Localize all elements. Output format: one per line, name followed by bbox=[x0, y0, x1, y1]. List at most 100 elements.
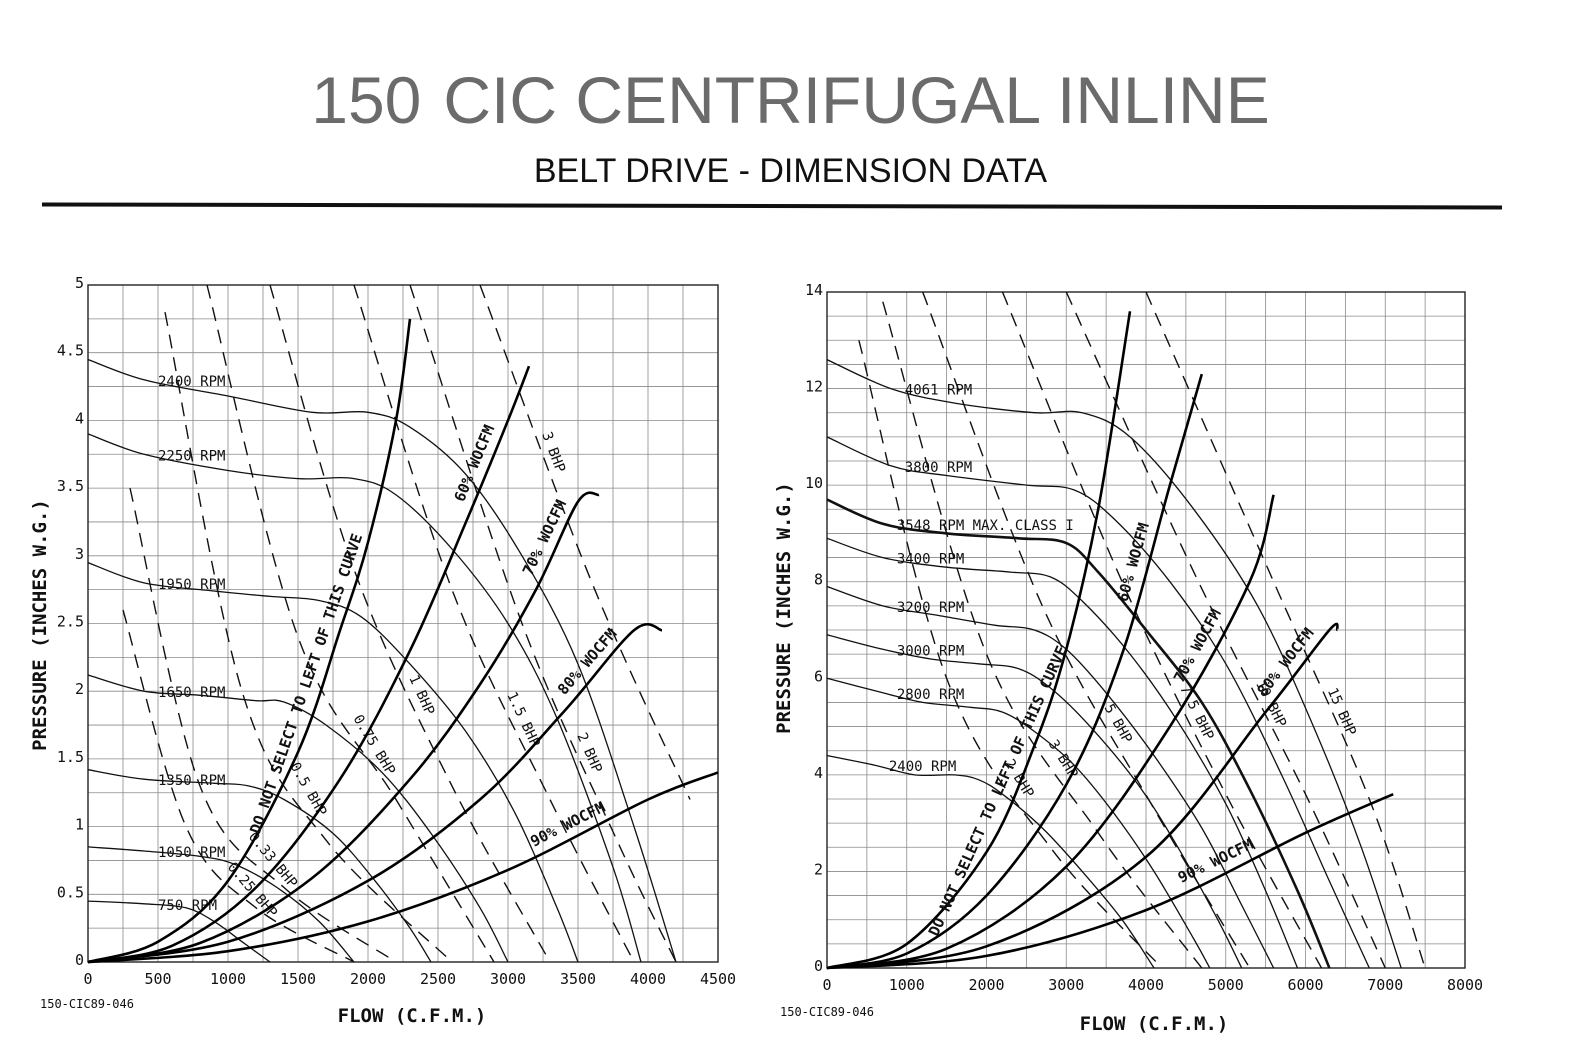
x-tick-label: 8000 bbox=[1447, 976, 1483, 994]
rpm-curve bbox=[87, 900, 271, 963]
x-tick-label: 0 bbox=[822, 976, 831, 994]
x-tick-label: 3000 bbox=[490, 970, 526, 988]
rpm-label: 2400 RPM bbox=[158, 374, 225, 390]
x-tick-label: 2500 bbox=[420, 970, 456, 988]
bhp-line bbox=[269, 284, 551, 963]
bhp-line bbox=[858, 340, 1163, 969]
x-tick-label: 4500 bbox=[700, 970, 736, 988]
system-curve bbox=[826, 373, 1204, 970]
y-tick-label: 3 bbox=[75, 545, 84, 563]
rpm-label: 1050 RPM bbox=[158, 845, 225, 861]
y-axis-label: PRESSURE (INCHES W.G.) bbox=[773, 482, 795, 734]
rpm-label: 2800 RPM bbox=[897, 687, 964, 703]
title-text: CIC CENTRIFUGAL INLINE bbox=[443, 63, 1270, 137]
y-tick-label: 12 bbox=[805, 378, 823, 396]
y-tick-label: 0 bbox=[75, 951, 84, 969]
bhp-line bbox=[353, 284, 635, 963]
x-tick-label: 1500 bbox=[280, 970, 316, 988]
x-tick-label: 2000 bbox=[968, 976, 1004, 994]
rpm-curve bbox=[826, 537, 1299, 969]
bhp-line bbox=[164, 311, 453, 963]
system-curve-label: 70% WOCFM bbox=[519, 497, 570, 578]
page-title: 150 CIC CENTRIFUGAL INLINE bbox=[0, 62, 1581, 138]
bhp-line bbox=[1145, 291, 1426, 969]
system-curve bbox=[826, 311, 1132, 970]
bhp-label: 15 BHP bbox=[1324, 686, 1359, 739]
system-curve bbox=[87, 318, 412, 964]
grid bbox=[87, 284, 719, 963]
rpm-curve bbox=[826, 436, 1370, 969]
y-tick-label: 4.5 bbox=[57, 342, 84, 360]
system-curve bbox=[87, 491, 600, 964]
rpm-label: 1950 RPM bbox=[158, 577, 225, 593]
rpm-curve bbox=[87, 561, 579, 963]
title-number: 150 bbox=[311, 63, 422, 137]
x-tick-label: 5000 bbox=[1208, 976, 1244, 994]
chart-large-fan: 0 1000 2000 3000 4000 5000 6000 7000 8000 0 2 4 6 8 10… bbox=[773, 281, 1483, 1035]
y-tick-label: 8 bbox=[814, 571, 823, 589]
x-tick-label: 3500 bbox=[560, 970, 596, 988]
rpm-label: 2400 RPM bbox=[889, 759, 956, 775]
rpm-curve bbox=[87, 674, 509, 963]
x-tick-label: 4000 bbox=[630, 970, 666, 988]
y-tick-label: 2 bbox=[75, 680, 84, 698]
bhp-line bbox=[882, 301, 1203, 969]
drawing-code: 150-CIC89-046 bbox=[780, 1005, 874, 1019]
rpm-label: 3400 RPM bbox=[897, 552, 964, 568]
y-tick-label: 5 bbox=[75, 274, 84, 292]
bhp-label: 1 BHP bbox=[405, 673, 437, 718]
x-tick-label: 7000 bbox=[1367, 976, 1403, 994]
plot-frame bbox=[87, 284, 719, 963]
rpm-curve bbox=[826, 677, 1211, 969]
x-tick-label: 4000 bbox=[1128, 976, 1164, 994]
bhp-line bbox=[129, 487, 397, 963]
rpm-label: 3548 RPM MAX. CLASS I bbox=[897, 518, 1074, 534]
bhp-label: 0.5 BHP bbox=[287, 760, 330, 819]
y-tick-label: 1 bbox=[75, 816, 84, 834]
y-tick-label: 6 bbox=[814, 667, 823, 685]
bhp-line bbox=[479, 284, 691, 800]
y-tick-label: 0 bbox=[814, 957, 823, 975]
rpm-label: 1350 RPM bbox=[158, 773, 225, 789]
page-subtitle: BELT DRIVE - DIMENSION DATA bbox=[533, 152, 1048, 190]
rpm-label: 3000 RPM bbox=[897, 643, 964, 659]
rpm-curve bbox=[87, 433, 642, 963]
rpm-label: 4061 RPM bbox=[905, 383, 972, 399]
bhp-line bbox=[409, 284, 677, 963]
x-tick-label: 1000 bbox=[889, 976, 925, 994]
y-tick-label: 3.5 bbox=[57, 477, 84, 495]
y-tick-label: 10 bbox=[805, 474, 823, 492]
system-curve bbox=[826, 793, 1394, 970]
y-tick-label: 14 bbox=[805, 281, 823, 299]
system-curve bbox=[87, 365, 531, 964]
x-tick-label: 3000 bbox=[1048, 976, 1084, 994]
rpm-label: 3200 RPM bbox=[897, 600, 964, 616]
x-tick-label: 2000 bbox=[350, 970, 386, 988]
system-curve bbox=[826, 622, 1339, 970]
y-axis-label: PRESSURE (INCHES W.G.) bbox=[29, 499, 51, 751]
y-tick-label: 2 bbox=[814, 860, 823, 878]
rpm-label: 2250 RPM bbox=[158, 448, 225, 464]
system-curve bbox=[826, 494, 1275, 970]
y-tick-label: 0.5 bbox=[57, 883, 84, 901]
rpm-curve bbox=[826, 754, 1155, 969]
y-tick-label: 4 bbox=[75, 409, 84, 427]
system-curve-label: 90% WOCFM bbox=[527, 798, 608, 851]
rpm-curve bbox=[826, 359, 1402, 969]
rpm-curve bbox=[826, 498, 1331, 969]
y-tick-label: 2.5 bbox=[57, 613, 84, 631]
y-tick-label: 4 bbox=[814, 764, 823, 782]
rpm-label: 3800 RPM bbox=[905, 460, 972, 476]
rpm-label: 1650 RPM bbox=[158, 685, 225, 701]
drawing-code: 150-CIC89-046 bbox=[40, 997, 134, 1011]
x-axis-label: FLOW (C.F.M.) bbox=[338, 1005, 487, 1027]
x-tick-label: 6000 bbox=[1287, 976, 1323, 994]
rpm-curve bbox=[87, 769, 432, 963]
rpm-curve bbox=[87, 846, 355, 963]
x-tick-label: 500 bbox=[144, 970, 171, 988]
bhp-label: 7.5 BHP bbox=[1176, 683, 1216, 743]
bhp-line bbox=[1001, 291, 1323, 969]
rpm-curve bbox=[87, 358, 677, 963]
x-tick-label: 0 bbox=[83, 970, 92, 988]
